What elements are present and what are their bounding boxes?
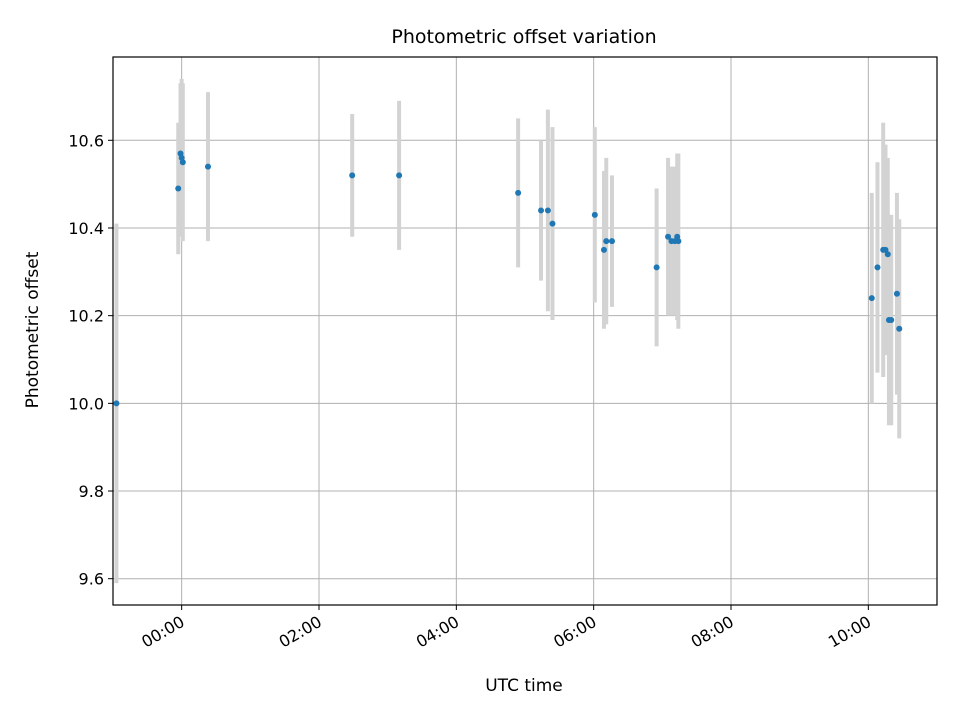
y-tick-label: 9.8 <box>79 482 104 501</box>
data-point <box>179 159 186 166</box>
data-point <box>868 295 875 302</box>
data-point <box>884 251 891 258</box>
y-tick-label: 10.2 <box>68 307 104 326</box>
data-point <box>665 233 672 240</box>
y-tick-label: 10.0 <box>68 394 104 413</box>
data-point <box>591 211 598 218</box>
data-point <box>603 238 610 245</box>
data-point <box>675 238 682 245</box>
x-axis-label: UTC time <box>485 676 563 696</box>
data-point <box>544 207 551 214</box>
data-point <box>549 220 556 227</box>
grid-layer <box>113 57 937 605</box>
chart-title: Photometric offset variation <box>391 26 656 48</box>
y-tick-label: 9.6 <box>79 570 104 589</box>
data-point <box>538 207 545 214</box>
data-point <box>896 325 903 332</box>
point-layer <box>113 150 903 407</box>
data-point <box>396 172 403 179</box>
data-point <box>600 246 607 253</box>
data-point <box>893 290 900 297</box>
plot-frame <box>112 56 938 606</box>
y-axis-label: Photometric offset <box>23 251 43 408</box>
data-point <box>204 163 211 170</box>
data-point <box>874 264 881 271</box>
y-tick-label: 10.6 <box>68 131 104 150</box>
data-point <box>515 189 522 196</box>
data-point <box>175 185 182 192</box>
data-point <box>349 172 356 179</box>
y-tick-label: 10.4 <box>68 219 104 238</box>
data-point <box>653 264 660 271</box>
data-point <box>608 238 615 245</box>
data-point <box>113 400 120 407</box>
data-point <box>888 317 895 324</box>
